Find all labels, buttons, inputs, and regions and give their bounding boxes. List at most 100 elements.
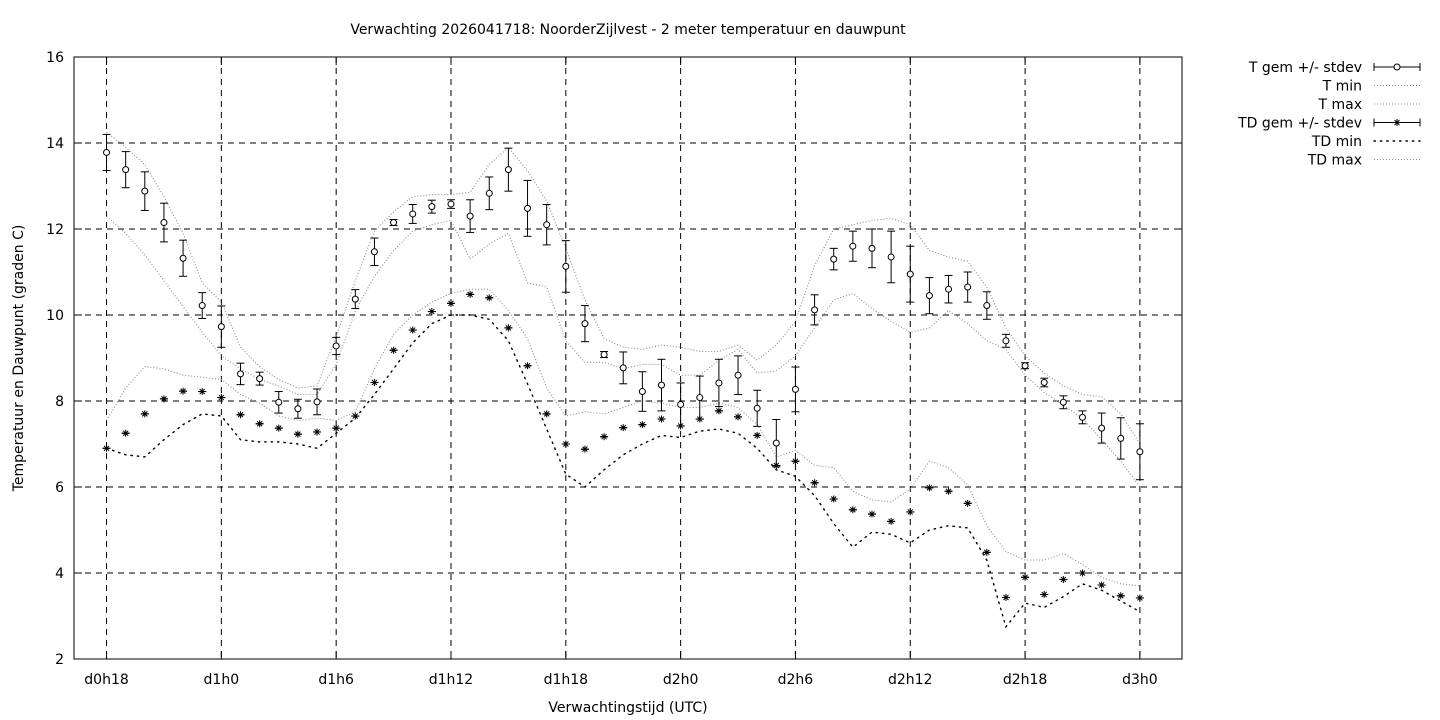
data-point xyxy=(1059,398,1067,406)
legend-label: T min xyxy=(1322,79,1362,95)
data-point xyxy=(217,323,225,331)
plot-frame xyxy=(73,56,1183,660)
data-point xyxy=(1117,434,1125,442)
data-point xyxy=(179,387,187,395)
data-point xyxy=(198,388,206,396)
data-point xyxy=(103,148,111,156)
legend-item: TD max xyxy=(1307,153,1420,169)
data-point xyxy=(811,479,819,487)
x-tick-label: d3h0 xyxy=(1122,672,1158,688)
legend-item: T min xyxy=(1322,79,1420,95)
data-point xyxy=(313,398,321,406)
data-point xyxy=(236,370,244,378)
y-axis-label: Temperatuur en Dauwpunt (graden C) xyxy=(11,225,27,493)
data-point xyxy=(447,299,455,307)
data-point xyxy=(1002,337,1010,345)
legend-swatch-marker xyxy=(1393,119,1401,126)
data-point xyxy=(772,462,780,469)
x-tick-label: d0h18 xyxy=(84,672,128,688)
data-point xyxy=(160,219,168,227)
series-line-td-max xyxy=(106,288,1140,587)
y-tick-label: 4 xyxy=(55,566,64,582)
legend-item: T max xyxy=(1317,97,1420,113)
series-line-td-min xyxy=(105,314,1141,629)
data-point xyxy=(868,510,876,518)
data-point xyxy=(791,385,799,393)
series-line-t-min xyxy=(106,215,1141,488)
data-point xyxy=(1021,362,1029,370)
x-tick-label: d1h6 xyxy=(318,672,354,688)
legend-label: TD min xyxy=(1311,134,1362,150)
data-point xyxy=(409,326,417,334)
data-point xyxy=(983,548,991,556)
data-point xyxy=(504,166,512,174)
series-t-gem-stdev xyxy=(102,133,1144,481)
data-point xyxy=(1021,573,1029,581)
data-point xyxy=(275,424,283,432)
data-point xyxy=(256,420,264,428)
x-tick-label: d1h12 xyxy=(429,672,473,688)
y-tick-label: 14 xyxy=(46,136,64,152)
data-point xyxy=(906,508,914,516)
data-point xyxy=(734,413,742,421)
y-tick-label: 8 xyxy=(55,394,64,410)
data-point xyxy=(179,254,187,262)
data-point xyxy=(370,248,378,256)
y-tick-label: 2 xyxy=(55,652,64,668)
data-point xyxy=(103,444,111,452)
data-point xyxy=(1098,581,1106,589)
data-point xyxy=(887,517,895,525)
data-point xyxy=(964,499,972,507)
legend-item: TD min xyxy=(1311,134,1421,150)
x-tick-label: d2h0 xyxy=(663,672,699,688)
data-point xyxy=(964,283,972,291)
data-point xyxy=(447,200,455,208)
legend-swatch-marker xyxy=(1393,63,1401,71)
grid-lines xyxy=(74,57,1182,659)
data-point xyxy=(1002,594,1010,602)
data-point xyxy=(600,351,608,359)
data-point xyxy=(236,411,244,419)
data-point xyxy=(715,379,723,387)
legend: T gem +/- stdev T min T max TD gem +/- stde… xyxy=(1237,60,1421,169)
x-axis-label: Verwachtingstijd (UTC) xyxy=(548,700,707,716)
data-point xyxy=(925,484,933,492)
data-point xyxy=(466,212,474,220)
data-point xyxy=(677,400,685,408)
data-point xyxy=(906,270,914,278)
data-point xyxy=(524,362,532,370)
chart-title: Verwachting 2026041718: NoorderZijlvest … xyxy=(350,22,906,38)
x-tick-label: d2h6 xyxy=(778,672,814,688)
data-point xyxy=(504,324,512,332)
legend-label: TD max xyxy=(1307,153,1362,169)
data-point xyxy=(332,424,340,432)
x-tick-label: d2h12 xyxy=(888,672,932,688)
data-point xyxy=(983,302,991,310)
data-point xyxy=(753,431,761,439)
data-point xyxy=(1117,592,1125,600)
data-point xyxy=(466,290,474,298)
x-tick-label: d1h0 xyxy=(204,672,240,688)
data-point xyxy=(485,189,493,197)
data-point xyxy=(715,407,723,415)
data-point xyxy=(562,440,570,448)
series-line-t-max xyxy=(106,131,1141,445)
data-point xyxy=(351,295,359,303)
x-tick-label: d1h18 xyxy=(544,672,588,688)
data-point xyxy=(370,379,378,387)
data-point xyxy=(1078,413,1086,421)
y-tick-label: 16 xyxy=(46,50,64,66)
data-point xyxy=(313,428,321,436)
data-point xyxy=(772,439,780,447)
legend-label: TD gem +/- stdev xyxy=(1237,116,1362,132)
data-point xyxy=(581,320,589,328)
legend-item: TD gem +/- stdev xyxy=(1237,116,1421,132)
data-point xyxy=(887,253,895,261)
data-point xyxy=(256,375,264,383)
data-point xyxy=(1136,448,1144,456)
data-point xyxy=(945,487,953,495)
data-point xyxy=(390,346,398,354)
data-point xyxy=(581,445,589,453)
data-point xyxy=(1098,424,1106,432)
